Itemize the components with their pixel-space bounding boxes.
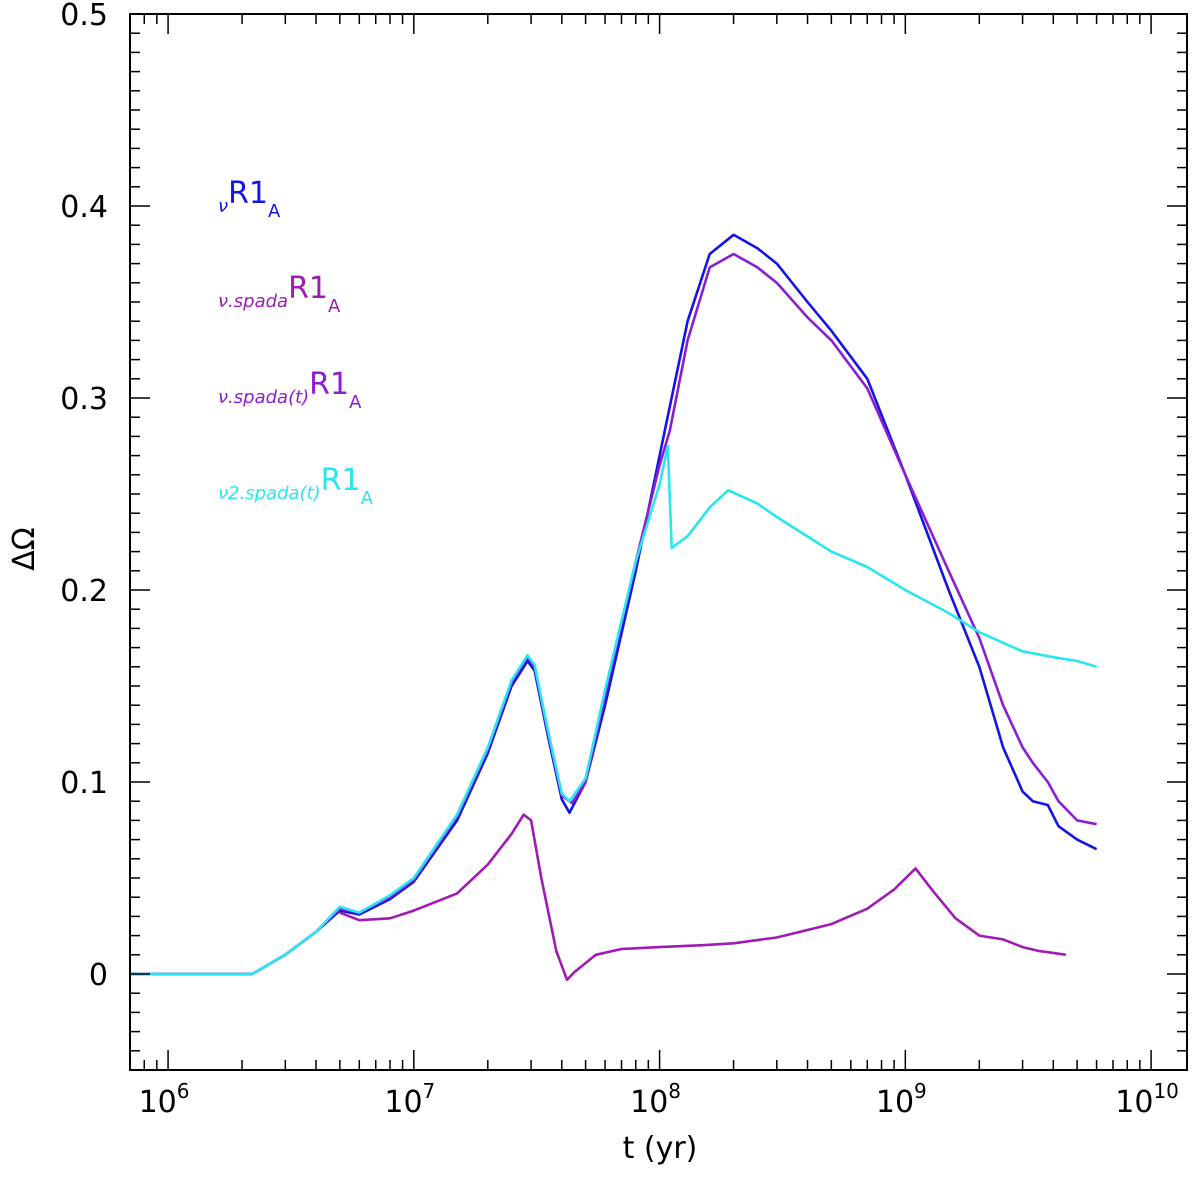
x-tick-label: 108 (630, 1079, 681, 1120)
x-axis-title: t (yr) (623, 1131, 698, 1166)
y-tick-label: 0.1 (60, 766, 108, 801)
legend: νR1A ν.spadaR1A ν.spada(t)R1A ν2.spada(t)R1… (218, 176, 374, 509)
series-line-2 (339, 813, 1067, 982)
series-line-1 (130, 233, 1098, 976)
series-line-3 (130, 252, 1097, 976)
legend-entry-4: ν2.spada(t)R1A (218, 463, 374, 509)
x-tick-label: 1010 (1115, 1079, 1179, 1120)
y-tick-label: 0.2 (60, 574, 108, 609)
y-tick-label: 0.3 (60, 382, 108, 417)
legend-entry-2: ν.spadaR1A (218, 271, 341, 317)
x-tick-label: 109 (876, 1079, 927, 1120)
legend-entry-1: νR1A (218, 176, 281, 222)
series-layer (130, 233, 1098, 982)
labels-layer: 106 107 108 109 1010 0 0.1 0.2 0.3 0.4 0.5 (60, 0, 1179, 1120)
x-tick-label: 107 (384, 1079, 435, 1120)
y-axis-title: ΔΩ (7, 527, 42, 570)
legend-entry-3: ν.spada(t)R1A (218, 367, 362, 413)
ticks-layer (129, 13, 1187, 1071)
series-line-4 (130, 444, 1097, 976)
plot-frame (129, 13, 1188, 1071)
x-tick-label: 106 (139, 1079, 190, 1120)
y-tick-label: 0.5 (60, 0, 108, 33)
y-tick-label: 0 (89, 958, 108, 993)
y-tick-label: 0.4 (60, 190, 108, 225)
